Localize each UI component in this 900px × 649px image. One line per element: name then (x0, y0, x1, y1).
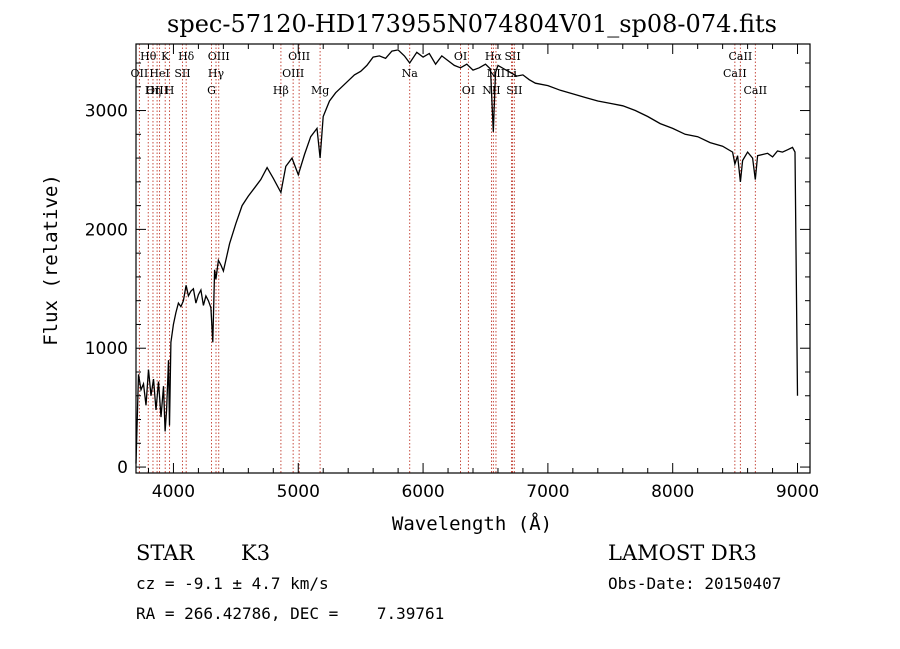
line-label-27: CaII (743, 84, 767, 97)
line-label-1: OII (131, 67, 149, 80)
line-label-19: Hα (485, 50, 503, 63)
y-tick-label: 2000 (85, 220, 128, 240)
line-label-13: OIII (282, 67, 304, 80)
object-subclass: K3 (241, 541, 271, 565)
line-label-11: G (207, 84, 216, 97)
line-label-6: H (165, 84, 175, 97)
line-label-23: SII (506, 84, 522, 97)
chart-title: spec-57120-HD173955N074804V01_sp08-074.f… (167, 10, 777, 38)
x-tick-label: 4000 (152, 482, 195, 502)
y-axis-label: Flux (relative) (40, 174, 62, 346)
line-label-4: HeI (149, 67, 169, 80)
line-label-8: SII (174, 67, 190, 80)
line-label-26: CaII (729, 50, 753, 63)
observation-date: Obs-Date: 20150407 (608, 574, 782, 593)
line-label-2: OIII (146, 84, 168, 97)
line-label-17: OI (454, 50, 467, 63)
x-axis-label: Wavelength (Å) (392, 512, 552, 535)
survey-label: LAMOST DR3 (608, 541, 757, 565)
line-label-14: OIII (288, 50, 310, 63)
plot-frame (135, 43, 811, 474)
redshift-cz: cz = -9.1 ± 4.7 km/s (136, 574, 329, 593)
x-tick-label: 7000 (526, 482, 569, 502)
line-label-25: CaII (723, 67, 747, 80)
line-label-0: Hθ (140, 50, 157, 63)
spectrum-series-line (135, 49, 799, 464)
line-label-12: Hβ (273, 84, 289, 97)
line-label-7: Hδ (178, 50, 195, 63)
line-label-22: SII (504, 50, 520, 63)
line-label-3: Hη (145, 84, 161, 97)
line-label-9: OIII (208, 50, 230, 63)
x-tick-label: 9000 (776, 482, 819, 502)
object-class: STAR (136, 541, 195, 565)
line-label-18: OI (462, 84, 475, 97)
y-tick-label: 0 (117, 458, 128, 478)
line-label-5: K (161, 50, 170, 63)
y-tick-label: 3000 (85, 102, 128, 122)
line-label-16: Na (402, 67, 419, 80)
x-tick-label: 6000 (401, 482, 444, 502)
y-tick-label: 1000 (85, 339, 128, 359)
coordinates: RA = 266.42786, DEC = 7.39761 (136, 604, 445, 623)
line-label-15: Mg (311, 84, 329, 97)
x-tick-label: 8000 (651, 482, 694, 502)
axis-ticks: 4000 5000 6000 7000 8000 9000 0 1000 2000 3000 (85, 44, 819, 502)
x-tick-label: 5000 (277, 482, 320, 502)
line-label-10: Hγ (208, 67, 225, 80)
